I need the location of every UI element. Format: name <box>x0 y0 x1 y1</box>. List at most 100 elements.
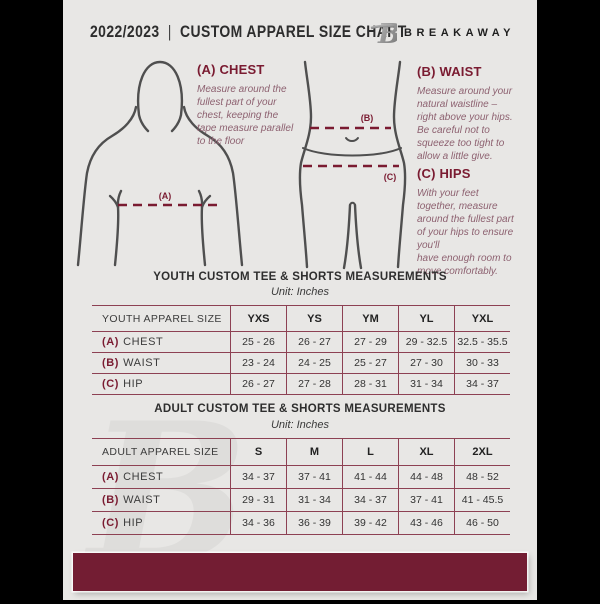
table-cell: 37 - 41 <box>398 489 454 511</box>
table-cell: 48 - 52 <box>454 466 510 488</box>
youth-table-unit: Unit: Inches <box>270 286 330 298</box>
row-label: (B) WAIST <box>102 494 161 506</box>
row-label: (A) CHEST <box>102 336 164 348</box>
right-hip-outline <box>392 60 407 269</box>
youth-size-table: YOUTH APPAREL SIZE YXS YS YM YL YXL (A) CHEST 25… <box>92 305 510 395</box>
table-cell: 29 - 32.5 <box>398 332 454 352</box>
left-armpit-flick <box>108 194 120 209</box>
right-shoulder-arm <box>182 105 244 267</box>
upper-body-diagram: (A) <box>76 60 244 267</box>
table-cell: 37 - 41 <box>286 466 342 488</box>
brand-block: B BREAKAWAY <box>370 18 515 48</box>
size-column-header: XL <box>398 439 454 465</box>
adult-size-table: ADULT APPAREL SIZE S M L XL 2XL (A) CHEST 34 - 3… <box>92 438 510 535</box>
table-row: (C) HIP 26 - 27 27 - 28 28 - 31 31 - 34 34 - 3… <box>92 374 510 395</box>
size-column-header: YXS <box>230 306 286 331</box>
row-label-prefix: (A) <box>102 336 120 348</box>
table-label-header: YOUTH APPAREL SIZE <box>102 312 222 325</box>
table-row: (A) CHEST 34 - 37 37 - 41 41 - 44 44 - 48 48 -… <box>92 466 510 489</box>
table-cell: 36 - 39 <box>286 512 342 534</box>
table-cell: 34 - 37 <box>454 374 510 394</box>
title-text: CUSTOM APPAREL SIZE CHART <box>180 22 407 41</box>
hips-instructions: With your feet together, measure around … <box>417 188 514 277</box>
table-cell: 31 - 34 <box>398 374 454 394</box>
table-cell: 23 - 24 <box>230 353 286 373</box>
chest-instructions: Measure around the fullest part of your … <box>197 84 294 147</box>
table-cell: 41 - 45.5 <box>454 489 510 511</box>
size-column-header: YXL <box>454 306 510 331</box>
table-cell: 43 - 46 <box>398 512 454 534</box>
table-row: (C) HIP 34 - 36 36 - 39 39 - 42 43 - 46 46 - 5… <box>92 512 510 535</box>
page-title: 2022/2023 | CUSTOM APPAREL SIZE CHART <box>90 22 407 42</box>
table-cell: 27 - 28 <box>286 374 342 394</box>
adult-table-title: ADULT CUSTOM TEE & SHORTS MEASUREMENTS <box>154 403 446 415</box>
right-inner-leg <box>353 203 363 270</box>
pant-line <box>302 147 402 157</box>
table-cell: 29 - 31 <box>230 489 286 511</box>
table-cell: 26 - 27 <box>286 332 342 352</box>
chest-line-label: (A) <box>159 191 172 201</box>
table-label-header: ADULT APPAREL SIZE <box>102 446 219 458</box>
row-label-prefix: (A) <box>102 471 120 483</box>
table-row: (B) WAIST 29 - 31 31 - 34 34 - 37 37 - 41 41 -… <box>92 489 510 512</box>
row-label-prefix: (C) <box>102 517 120 529</box>
youth-table-title: YOUTH CUSTOM TEE & SHORTS MEASUREMENTS <box>153 271 447 283</box>
table-row: (A) CHEST 25 - 26 26 - 27 27 - 29 29 - 32.5 32… <box>92 332 510 353</box>
table-header-row: ADULT APPAREL SIZE S M L XL 2XL <box>92 439 510 466</box>
table-cell: 34 - 37 <box>230 466 286 488</box>
size-column-header: YM <box>342 306 398 331</box>
waist-heading: (B) WAIST <box>417 64 482 79</box>
brand-name: BREAKAWAY <box>404 27 515 39</box>
row-label-prefix: (B) <box>102 357 120 369</box>
title-separator: | <box>167 22 172 41</box>
table-cell: 26 - 27 <box>230 374 286 394</box>
adult-table-unit: Unit: Inches <box>270 419 330 431</box>
breakaway-logo-icon: B <box>370 19 397 48</box>
title-year: 2022/2023 <box>90 22 160 41</box>
crotch-curve <box>349 201 356 206</box>
left-inner-leg <box>342 203 352 270</box>
table-cell: 30 - 33 <box>454 353 510 373</box>
table-cell: 24 - 25 <box>286 353 342 373</box>
hips-heading: (C) HIPS <box>417 166 471 181</box>
row-label: (B) WAIST <box>102 357 161 369</box>
waist-instructions: Measure around your natural waistline – … <box>417 86 513 162</box>
table-cell: 25 - 27 <box>342 353 398 373</box>
row-label-prefix: (B) <box>102 494 120 506</box>
table-cell: 27 - 29 <box>342 332 398 352</box>
size-column-header: S <box>230 439 286 465</box>
size-column-header: M <box>286 439 342 465</box>
size-column-header: YL <box>398 306 454 331</box>
svg-text:B: B <box>377 19 397 48</box>
head-outline <box>136 60 184 133</box>
row-label: (C) HIP <box>102 378 144 390</box>
footer-bar <box>73 553 527 591</box>
chest-heading: (A) CHEST <box>197 62 265 77</box>
size-column-header: 2XL <box>454 439 510 465</box>
row-label: (A) CHEST <box>102 471 164 483</box>
table-cell: 39 - 42 <box>342 512 398 534</box>
left-hip-outline <box>298 60 313 269</box>
table-cell: 44 - 48 <box>398 466 454 488</box>
table-cell: 34 - 36 <box>230 512 286 534</box>
row-label: (C) HIP <box>102 517 144 529</box>
table-cell: 31 - 34 <box>286 489 342 511</box>
table-header-row: YOUTH APPAREL SIZE YXS YS YM YL YXL <box>92 306 510 332</box>
row-label-prefix: (C) <box>102 378 120 390</box>
table-cell: 41 - 44 <box>342 466 398 488</box>
size-column-header: L <box>342 439 398 465</box>
table-cell: 46 - 50 <box>454 512 510 534</box>
waist-line-label: (B) <box>361 113 374 123</box>
table-cell: 27 - 30 <box>398 353 454 373</box>
table-row: (B) WAIST 23 - 24 24 - 25 25 - 27 27 - 30 30 -… <box>92 353 510 374</box>
lower-body-diagram: (B) (C) <box>298 60 407 270</box>
table-cell: 28 - 31 <box>342 374 398 394</box>
page: 2022/2023 | CUSTOM APPAREL SIZE CHART B BR… <box>63 0 537 600</box>
right-armpit-flick <box>200 194 212 209</box>
table-cell: 34 - 37 <box>342 489 398 511</box>
hips-line-label: (C) <box>384 172 397 182</box>
size-column-header: YS <box>286 306 342 331</box>
navel-mark <box>345 137 359 142</box>
table-cell: 32.5 - 35.5 <box>454 332 510 352</box>
